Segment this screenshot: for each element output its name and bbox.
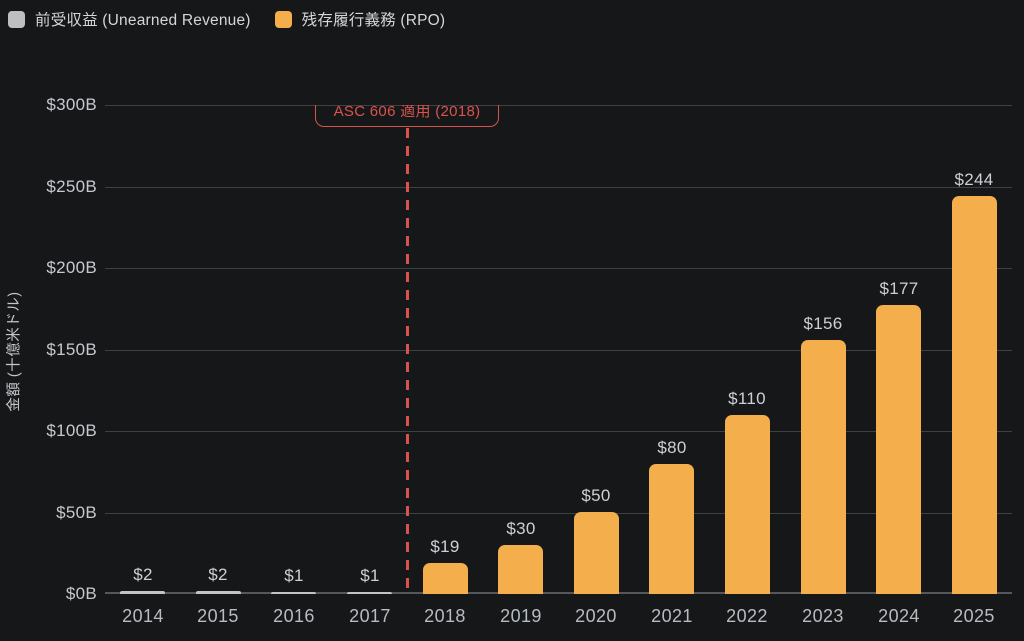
y-tick-$100B: $100B bbox=[46, 421, 97, 440]
bar-value-2023: $156 bbox=[803, 314, 843, 333]
plot-area: ASC 606 適用 (2018) $2 $2 $1 $1 $19 $30 $50 $80 $1… bbox=[105, 105, 1012, 594]
x-tick-2020: 2020 bbox=[575, 606, 617, 626]
bar-2016[interactable] bbox=[271, 592, 316, 594]
legend: 前受収益 (Unearned Revenue) 残存履行義務 (RPO) bbox=[8, 8, 445, 30]
y-tick-$250B: $250B bbox=[46, 177, 97, 196]
bar-2017[interactable] bbox=[347, 592, 392, 594]
x-tick-2023: 2023 bbox=[802, 606, 844, 626]
annotation-asc606-label: ASC 606 適用 (2018) bbox=[333, 105, 481, 120]
gridline-$300B bbox=[105, 105, 1012, 106]
x-tick-2015: 2015 bbox=[197, 606, 239, 626]
gridline-$150B bbox=[105, 350, 1012, 351]
gridline-$0B bbox=[105, 592, 1012, 594]
asc606-reference-dashed-line bbox=[406, 128, 409, 594]
x-tick-2019: 2019 bbox=[500, 606, 542, 626]
bar-value-2014: $2 bbox=[133, 565, 153, 584]
bar-2022[interactable] bbox=[725, 415, 770, 594]
gridline-$200B bbox=[105, 268, 1012, 269]
bar-2025[interactable] bbox=[952, 196, 997, 594]
y-tick-$0B: $0B bbox=[65, 584, 97, 603]
gridline-$250B bbox=[105, 187, 1012, 188]
legend-item-unearned-revenue[interactable]: 前受収益 (Unearned Revenue) bbox=[8, 8, 251, 30]
bar-value-2016: $1 bbox=[284, 566, 304, 585]
bar-2024[interactable] bbox=[876, 305, 921, 594]
bar-value-2020: $50 bbox=[581, 486, 611, 505]
x-tick-2022: 2022 bbox=[726, 606, 768, 626]
bar-2020[interactable] bbox=[574, 512, 619, 594]
y-tick-$300B: $300B bbox=[46, 95, 97, 114]
legend-label-rpo: 残存履行義務 (RPO) bbox=[301, 12, 446, 29]
x-tick-2021: 2021 bbox=[651, 606, 693, 626]
x-tick-2018: 2018 bbox=[424, 606, 466, 626]
x-tick-2024: 2024 bbox=[878, 606, 920, 626]
bar-value-2021: $80 bbox=[657, 438, 687, 457]
bar-value-2018: $19 bbox=[430, 537, 460, 556]
bar-value-2015: $2 bbox=[208, 565, 228, 584]
legend-swatch-unearned-revenue bbox=[8, 10, 25, 28]
bar-2014[interactable] bbox=[120, 591, 165, 594]
bar-2023[interactable] bbox=[801, 340, 846, 594]
annotation-asc606-box: ASC 606 適用 (2018) bbox=[315, 105, 499, 127]
y-tick-$50B: $50B bbox=[56, 503, 97, 522]
y-tick-$150B: $150B bbox=[46, 340, 97, 359]
bar-value-2019: $30 bbox=[506, 519, 536, 538]
x-tick-2016: 2016 bbox=[273, 606, 315, 626]
gridline-$100B bbox=[105, 431, 1012, 432]
bar-2018[interactable] bbox=[423, 563, 468, 594]
legend-swatch-rpo bbox=[274, 10, 292, 28]
bar-value-2017: $1 bbox=[360, 566, 380, 585]
legend-label-unearned-revenue: 前受収益 (Unearned Revenue) bbox=[35, 12, 251, 29]
gridline-$50B bbox=[105, 513, 1012, 514]
y-axis-title: 金額 (十億米ドル) bbox=[6, 291, 23, 412]
bar-2019[interactable] bbox=[498, 545, 543, 594]
x-tick-2025: 2025 bbox=[953, 606, 995, 626]
y-tick-$200B: $200B bbox=[46, 258, 97, 277]
x-tick-2017: 2017 bbox=[349, 606, 391, 626]
bar-value-2025: $244 bbox=[954, 170, 994, 189]
bar-value-2022: $110 bbox=[728, 389, 766, 408]
x-tick-2014: 2014 bbox=[122, 606, 164, 626]
legend-item-rpo[interactable]: 残存履行義務 (RPO) bbox=[274, 8, 446, 30]
bar-2021[interactable] bbox=[649, 464, 694, 594]
bar-value-2024: $177 bbox=[879, 279, 919, 298]
bar-2015[interactable] bbox=[196, 591, 241, 594]
